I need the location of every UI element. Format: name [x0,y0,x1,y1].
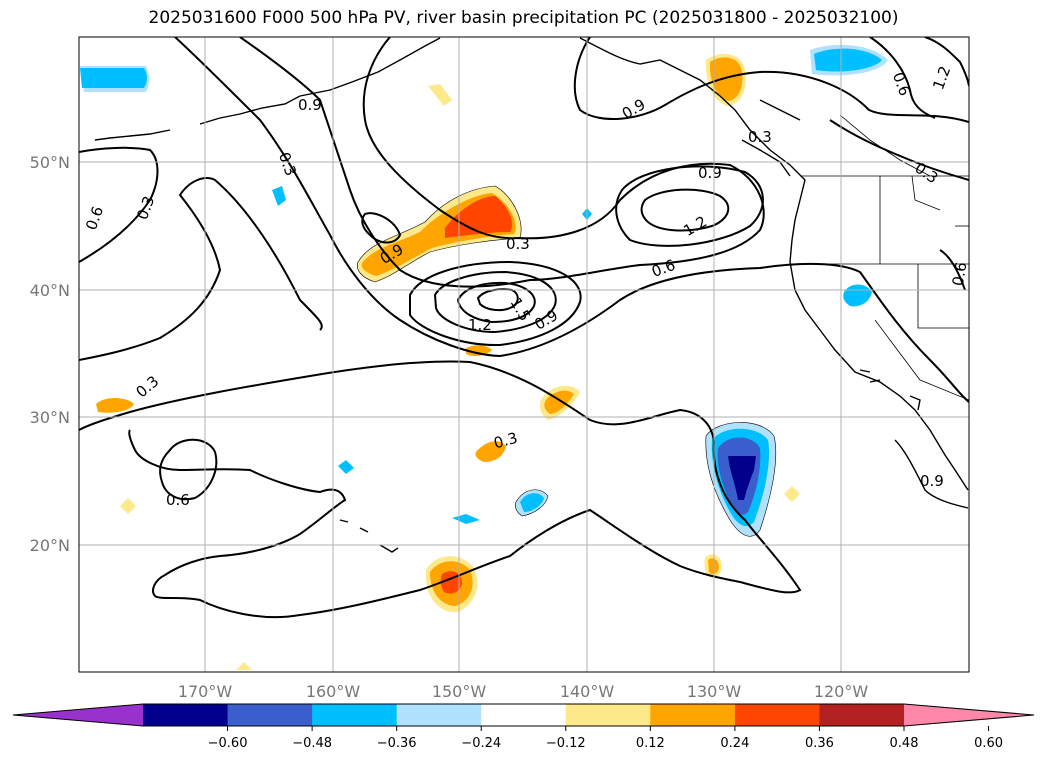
colorbar-tick-label: 0.60 [974,736,1003,751]
contour-label: 0.3 [748,128,772,146]
gridlines [79,37,969,672]
contour-label: 0.3 [492,429,520,453]
lon-label-150w: 150°W [432,682,487,701]
lat-label-40n: 40°N [30,281,70,300]
colorbar-extend-low [13,704,143,726]
colorbar-tick-label: −0.12 [546,736,586,751]
lon-label-130w: 130°W [687,682,742,701]
longitude-labels: 170°W 160°W 150°W 140°W 130°W 120°W [178,682,869,701]
colorbar-segment [312,704,398,726]
lon-label-170w: 170°W [178,682,233,701]
contour-label: 0.6 [166,491,190,509]
contour-label: 0.3 [506,235,530,253]
contour-label: 1.2 [468,316,492,334]
lon-label-140w: 140°W [560,682,615,701]
colorbar-outline [12,703,1035,727]
colorbar-segment [227,704,313,726]
shading-outlines [357,185,777,537]
colorbar-tick-label: −0.48 [292,736,332,751]
colorbar-segment [396,704,482,726]
colorbar-tick-label: 0.24 [720,736,749,751]
colorbar-tick-label: −0.24 [461,736,501,751]
lon-label-160w: 160°W [306,682,361,701]
colorbar-segment [650,704,736,726]
colorbar-tick-label: 0.36 [805,736,834,751]
contour-label: 0.6 [949,261,971,288]
colorbar-segment [143,704,229,726]
colorbar-tick-label: 0.12 [636,736,665,751]
latitude-labels: 50°N 40°N 30°N 20°N [30,153,70,555]
colorbar-segment [819,704,905,726]
map-frame [78,36,970,673]
lat-label-20n: 20°N [30,536,70,555]
colorbar-tick-label: 0.48 [890,736,919,751]
colorbar-segment [481,704,567,726]
colorbar-extend-high [904,704,1034,726]
lat-label-30n: 30°N [30,408,70,427]
colorbar-tick-label: −0.60 [208,736,248,751]
colorbar-segment [565,704,651,726]
colorbar-tick-label: −0.36 [377,736,417,751]
colorbar-segment [734,704,820,726]
lat-label-50n: 50°N [30,153,70,172]
contour-label: 0.9 [698,164,722,182]
map-panel: 0.9 0.3 0.6 0.3 0.9 0.3 0.9 1.2 0.9 0.3 … [79,37,971,672]
colorbar: −0.60 −0.48 −0.36 −0.24 −0.12 0.12 0.24 0.36 0.4… [12,703,1035,751]
contour-label: 0.9 [920,472,944,490]
contour-label: 0.9 [298,96,322,114]
lon-label-120w: 120°W [814,682,869,701]
map-title: 2025031600 F000 500 hPa PV, river basin … [148,8,899,28]
